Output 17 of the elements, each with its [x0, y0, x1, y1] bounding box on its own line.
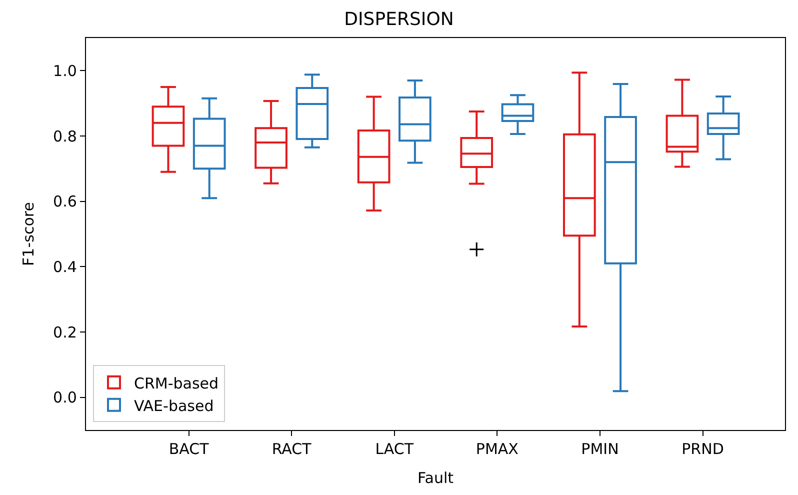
- y-tick-label: 1.0: [53, 62, 77, 80]
- legend-label: CRM-based: [134, 374, 219, 392]
- y-tick-label: 0.8: [53, 127, 77, 146]
- legend-label: VAE-based: [134, 396, 214, 415]
- y-tick-label: 0.0: [53, 388, 77, 407]
- x-axis-title: Fault: [418, 469, 454, 488]
- x-tick-label: BACT: [168, 440, 210, 458]
- chart-title: DISPERSION: [344, 8, 454, 30]
- x-tick-label: PMAX: [476, 440, 518, 458]
- y-tick-label: 0.4: [53, 258, 77, 276]
- x-tick-label: PMIN: [581, 440, 619, 458]
- y-tick-label: 0.2: [53, 323, 77, 342]
- x-tick-label: PRND: [682, 440, 724, 458]
- x-tick-label: RACT: [272, 440, 312, 458]
- y-axis-title: F1-score: [19, 202, 38, 266]
- x-tick-label: LACT: [375, 440, 414, 458]
- y-tick-label: 0.6: [53, 192, 77, 211]
